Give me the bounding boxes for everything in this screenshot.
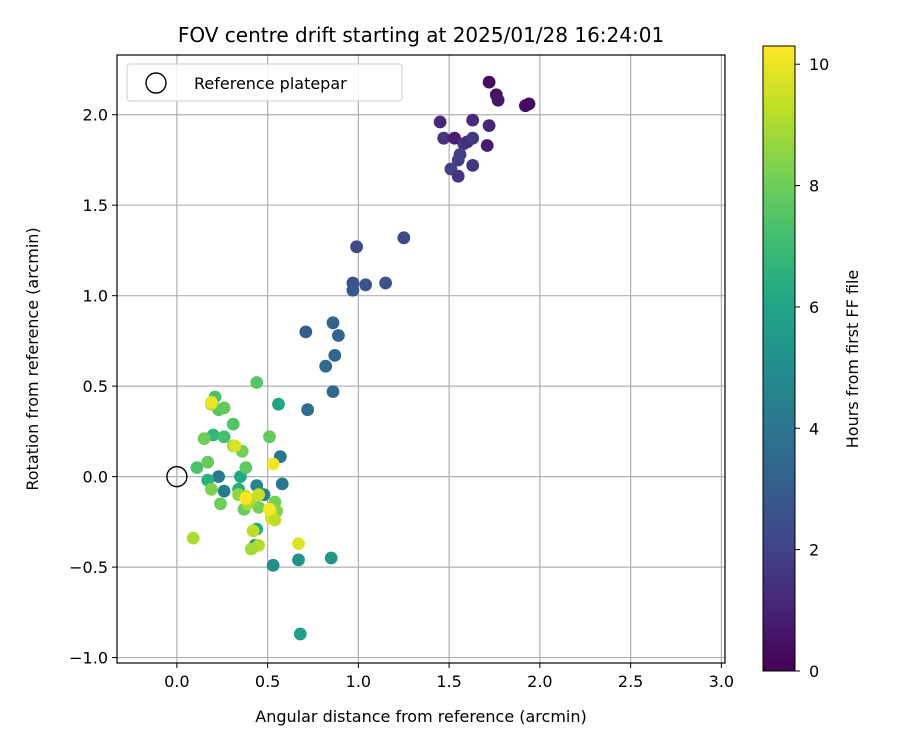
- data-point: [397, 231, 411, 245]
- data-point: [433, 115, 447, 129]
- data-point: [217, 430, 231, 444]
- data-point: [482, 75, 496, 89]
- data-point: [214, 497, 227, 511]
- x-axis-ticks: 0.0 0.5 1.0 1.5 2.0 2.5 3.0: [164, 663, 734, 691]
- y-tick-label: 0.5: [83, 377, 108, 396]
- data-point: [350, 240, 363, 254]
- y-tick-label: 0.0: [83, 468, 108, 487]
- data-point: [268, 513, 282, 527]
- data-point: [197, 432, 211, 445]
- data-point: [272, 397, 285, 411]
- colorbar: 0 2 4 6 8 10 Hours from first FF file: [762, 45, 862, 681]
- data-point: [324, 551, 338, 565]
- x-tick-label: 2.5: [618, 672, 643, 691]
- data-point: [292, 537, 305, 550]
- data-point: [228, 439, 242, 453]
- y-tick-label: 2.0: [83, 106, 108, 125]
- data-point: [205, 482, 218, 496]
- data-point: [301, 403, 314, 417]
- colorbar-tick-label: 0: [809, 662, 819, 681]
- points-layer: [166, 75, 536, 641]
- legend-label: Reference platepar: [194, 74, 347, 93]
- data-point: [437, 131, 451, 145]
- legend-marker: [145, 72, 167, 94]
- data-point: [266, 457, 280, 471]
- colorbar-tick-label: 4: [809, 419, 819, 438]
- data-point: [491, 93, 505, 107]
- data-point: [212, 470, 226, 483]
- data-point: [246, 524, 260, 538]
- data-point: [239, 461, 253, 474]
- data-point: [244, 542, 258, 556]
- colorbar-tick-label: 8: [809, 177, 819, 196]
- y-axis-label: Rotation from reference (arcmin): [23, 227, 42, 490]
- data-point: [217, 484, 231, 498]
- y-tick-label: −1.0: [69, 649, 108, 668]
- chart-title: FOV centre drift starting at 2025/01/28 …: [178, 23, 664, 47]
- data-point: [379, 276, 392, 290]
- data-point: [482, 119, 496, 132]
- data-point: [299, 325, 313, 339]
- y-tick-label: 1.5: [83, 196, 108, 215]
- colorbar-ticks: 0 2 4 6 8 10: [795, 55, 829, 681]
- data-point: [332, 329, 345, 342]
- x-tick-label: 1.5: [436, 672, 461, 691]
- data-point: [226, 417, 240, 431]
- colorbar-tick-label: 6: [809, 298, 819, 317]
- x-tick-label: 3.0: [709, 672, 734, 691]
- y-tick-label: 1.0: [83, 287, 108, 306]
- plot-frame: [116, 54, 726, 664]
- x-tick-label: 1.0: [346, 672, 371, 691]
- x-tick-label: 2.0: [527, 672, 552, 691]
- legend-box: [126, 63, 403, 102]
- data-point: [319, 359, 333, 373]
- data-point: [480, 139, 494, 152]
- data-point: [451, 169, 465, 183]
- colorbar-gradient: [762, 45, 796, 672]
- data-point: [239, 491, 253, 505]
- data-point: [293, 627, 307, 641]
- x-tick-label: 0.5: [255, 672, 280, 691]
- data-point: [252, 488, 265, 502]
- colorbar-label: Hours from first FF file: [843, 270, 862, 449]
- data-point: [263, 502, 276, 516]
- colorbar-tick-label: 10: [809, 55, 829, 74]
- data-point: [328, 349, 342, 362]
- data-point: [263, 430, 276, 444]
- legend: Reference platepar: [126, 63, 403, 102]
- data-point: [186, 531, 200, 545]
- data-point: [252, 501, 265, 514]
- data-point: [292, 553, 305, 567]
- data-point: [359, 278, 372, 292]
- data-point: [190, 461, 204, 474]
- data-point: [522, 97, 536, 111]
- data-point: [201, 455, 215, 469]
- data-point: [466, 159, 480, 172]
- data-point: [326, 385, 340, 398]
- data-point: [275, 477, 289, 491]
- reference-marker: [166, 465, 188, 488]
- data-point: [266, 558, 280, 572]
- y-axis-ticks: 2.0 1.5 1.0 0.5 0.0 −0.5 −1.0: [69, 106, 117, 668]
- data-point: [326, 316, 340, 330]
- data-point: [466, 113, 480, 127]
- y-tick-label: −0.5: [69, 558, 108, 577]
- data-point: [217, 401, 231, 415]
- data-point: [250, 376, 264, 389]
- data-point: [466, 131, 480, 145]
- x-axis-label: Angular distance from reference (arcmin): [255, 707, 586, 726]
- grid-layer: [117, 55, 725, 663]
- colorbar-tick-label: 2: [809, 541, 819, 560]
- data-point: [453, 148, 467, 161]
- data-point: [205, 396, 218, 409]
- data-point: [346, 283, 360, 297]
- x-tick-label: 0.0: [164, 672, 189, 691]
